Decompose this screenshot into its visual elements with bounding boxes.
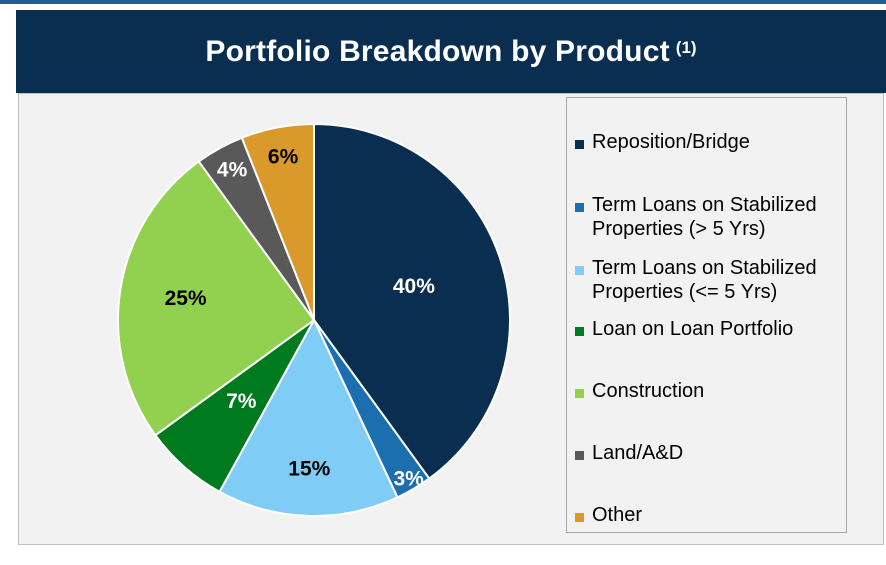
legend-swatch [575, 451, 584, 460]
legend-label: Other [592, 504, 643, 526]
legend-label-line1: Term Loans on Stabilized [592, 194, 817, 216]
legend-label: Loan on Loan Portfolio [592, 318, 794, 340]
pie-slice-4 [117, 160, 316, 437]
pie-label-2: 15% [288, 457, 330, 480]
pie-label-1: 3% [394, 468, 425, 491]
pie-label-4: 25% [165, 287, 207, 310]
legend: Reposition/Bridge Term Loans on Stabiliz… [566, 97, 847, 533]
chart-title: Portfolio Breakdown by Product [205, 34, 670, 68]
pie-slice-6 [240, 122, 315, 321]
pie-label-5: 4% [217, 159, 248, 182]
legend-label-line1: Term Loans on Stabilized [592, 257, 817, 279]
legend-swatch [575, 389, 584, 398]
legend-label-line2: Properties (<= 5 Yrs) [592, 281, 778, 303]
legend-swatch [575, 203, 584, 212]
title-bar: Portfolio Breakdown by Product (1) [16, 10, 886, 93]
legend-label: Construction [592, 380, 705, 402]
legend-swatch [575, 327, 584, 336]
pie-slice-0 [313, 122, 511, 480]
footnote-marker: (1) [675, 37, 697, 57]
legend-swatch [575, 140, 584, 149]
pie-label-0: 40% [393, 275, 435, 298]
legend-swatch [575, 513, 584, 522]
legend-swatch [575, 266, 584, 275]
legend-label-line2: Properties (> 5 Yrs) [592, 218, 766, 240]
pie-slice-2 [218, 317, 399, 517]
legend-label: Reposition/Bridge [592, 131, 750, 153]
pie-label-3: 7% [226, 390, 257, 413]
legend-label: Land/A&D [592, 442, 684, 464]
pie-label-6: 6% [268, 145, 299, 168]
top-rule [0, 0, 886, 4]
